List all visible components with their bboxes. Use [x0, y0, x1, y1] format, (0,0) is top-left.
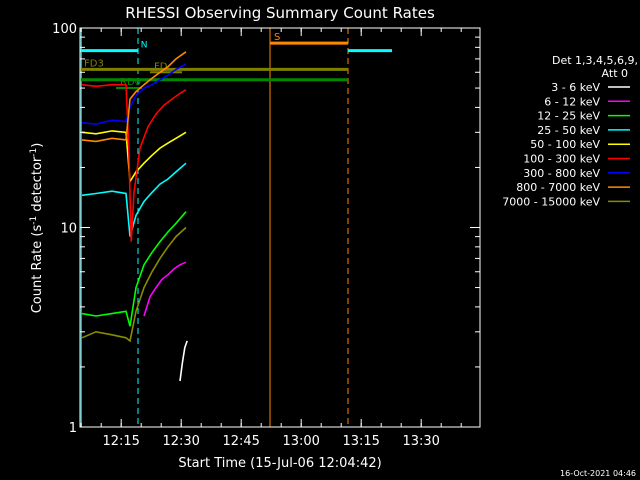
y-axis-label: Count Rate (s-1 detector-1)	[29, 143, 45, 314]
timestamp: 16-Oct-2021 04:46	[560, 469, 636, 478]
legend-label: 300 - 800 keV	[523, 167, 600, 180]
y-tick-label: 10	[60, 222, 77, 237]
series-line	[81, 83, 187, 242]
legend-header-1: Det 1,3,4,5,6,9,	[552, 54, 638, 67]
series-line	[81, 51, 187, 143]
x-axis-label: Start Time (15-Jul-06 12:04:42)	[178, 456, 381, 471]
legend-label: 100 - 300 keV	[523, 153, 600, 166]
x-tick-label: 12:30	[162, 434, 199, 449]
legend-label: 50 - 100 keV	[530, 138, 600, 151]
series-line	[81, 130, 187, 184]
legend-label: 25 - 50 keV	[537, 124, 600, 137]
x-tick-label: 13:00	[282, 434, 319, 449]
legend-header-2: Att 0	[602, 67, 628, 80]
series-line	[81, 63, 187, 125]
y-tick-label: 1	[69, 421, 77, 436]
y-label-part2: detector	[30, 156, 45, 216]
series-line	[143, 261, 187, 317]
legend-label: 3 - 6 keV	[551, 81, 600, 94]
flag-label: RD0	[120, 77, 141, 88]
x-tick-label: 13:30	[402, 434, 439, 449]
y-label-sup1: -1	[29, 216, 39, 225]
y-label-part1: Count Rate (s	[30, 225, 45, 314]
flag-label-n: N	[141, 40, 148, 50]
series-line	[81, 162, 187, 237]
series-line	[81, 211, 187, 327]
flag-label: S	[274, 32, 280, 43]
legend-label: 6 - 12 keV	[544, 95, 600, 108]
chart-title: RHESSI Observing Summary Count Rates	[125, 4, 435, 22]
x-tick-label: 13:15	[342, 434, 379, 449]
series-line	[81, 226, 187, 343]
y-label-part3: )	[30, 143, 45, 148]
y-tick-label: 100	[52, 22, 77, 37]
y-label-sup2: -1	[29, 148, 39, 157]
x-tick-label: 12:45	[222, 434, 259, 449]
x-tick-label: 12:15	[102, 434, 139, 449]
flag-label: FD3	[84, 58, 104, 69]
legend-label: 800 - 7000 keV	[516, 181, 600, 194]
legend-label: 7000 - 15000 keV	[502, 195, 600, 208]
flag-label: FD	[154, 61, 168, 72]
legend-label: 12 - 25 keV	[537, 110, 600, 123]
series-line	[179, 340, 188, 382]
